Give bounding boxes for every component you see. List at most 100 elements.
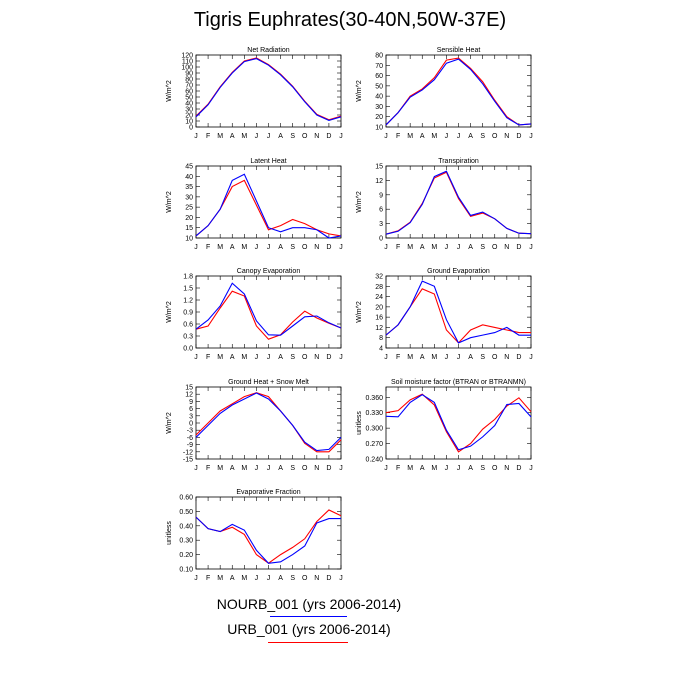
x-tick-label: F — [206, 244, 210, 251]
chart-title: Evaporative Fraction — [236, 489, 300, 496]
y-tick-label: 0.6 — [183, 322, 193, 329]
x-tick-label: N — [314, 133, 319, 140]
x-tick-label: A — [278, 465, 283, 472]
y-axis-label: W/m^2 — [166, 80, 173, 102]
x-tick-label: D — [326, 133, 331, 140]
x-tick-label: J — [339, 354, 343, 361]
x-tick-label: J — [384, 354, 388, 361]
x-tick-label: O — [302, 354, 308, 361]
y-tick-label: -15 — [183, 457, 193, 464]
y-tick-label: 10 — [185, 119, 193, 126]
x-tick-label: M — [241, 244, 247, 251]
plot-frame — [195, 496, 342, 570]
y-axis-label: W/m^2 — [166, 301, 173, 323]
x-tick-label: S — [290, 575, 295, 582]
x-tick-label: J — [267, 354, 271, 361]
y-tick-label: -9 — [187, 442, 193, 449]
x-tick-label: J — [255, 354, 259, 361]
x-tick-label: A — [468, 133, 473, 140]
x-tick-label: A — [230, 133, 235, 140]
y-tick-label: 0.20 — [179, 552, 193, 559]
x-tick-label: O — [492, 244, 498, 251]
y-tick-label: 0.240 — [365, 457, 383, 464]
chart-panel: Soil moisture factor (BTRAN or BTRANMN) u… — [356, 379, 533, 472]
y-tick-label: 0.60 — [179, 495, 193, 502]
x-tick-label: N — [314, 465, 319, 472]
x-tick-label: J — [339, 244, 343, 251]
x-tick-label: M — [431, 244, 437, 251]
x-tick-label: J — [445, 465, 449, 472]
y-tick-label: 15 — [185, 225, 193, 232]
x-tick-label: A — [278, 133, 283, 140]
y-tick-label: 0.10 — [179, 567, 193, 574]
y-tick-label: 50 — [185, 95, 193, 102]
chart-panel: Evaporative Fraction unitless 0.10 0.20 0.30… — [166, 489, 343, 582]
y-tick-label: 20 — [375, 114, 383, 121]
x-tick-label: S — [480, 133, 485, 140]
series-line — [385, 280, 531, 344]
x-tick-label: F — [206, 465, 210, 472]
y-tick-label: 40 — [185, 101, 193, 108]
y-tick-label: 20 — [185, 215, 193, 222]
x-tick-label: O — [302, 575, 308, 582]
x-tick-label: J — [457, 354, 461, 361]
x-tick-label: A — [230, 354, 235, 361]
x-tick-label: F — [396, 354, 400, 361]
x-tick-label: S — [290, 244, 295, 251]
y-tick-label: 4 — [379, 346, 383, 353]
y-tick-label: 9 — [189, 399, 193, 406]
series-line — [385, 170, 532, 235]
chart-title: Soil moisture factor (BTRAN or BTRANMN) — [391, 379, 526, 386]
x-tick-label: F — [206, 133, 210, 140]
y-tick-label: 1.8 — [183, 274, 193, 281]
y-axis-label: W/m^2 — [356, 191, 363, 213]
y-tick-label: 25 — [185, 205, 193, 212]
y-axis-label: W/m^2 — [356, 301, 363, 323]
y-tick-label: 3 — [189, 413, 193, 420]
y-tick-label: -3 — [187, 428, 193, 435]
x-tick-label: S — [480, 354, 485, 361]
series-line — [195, 509, 342, 564]
x-tick-label: J — [445, 244, 449, 251]
y-tick-label: 8 — [379, 335, 383, 342]
x-tick-label: A — [278, 244, 283, 251]
x-tick-label: O — [492, 133, 498, 140]
x-tick-label: M — [217, 133, 223, 140]
series-line — [385, 58, 532, 126]
y-tick-label: 0.0 — [183, 346, 193, 353]
x-tick-label: D — [326, 244, 331, 251]
y-tick-label: 28 — [375, 284, 383, 291]
series-line — [195, 290, 342, 340]
x-tick-label: J — [445, 354, 449, 361]
x-tick-label: M — [217, 465, 223, 472]
y-tick-label: 1.2 — [183, 298, 193, 305]
x-tick-label: O — [302, 465, 308, 472]
x-tick-label: M — [407, 354, 413, 361]
series-line — [385, 57, 532, 126]
y-tick-label: 9 — [379, 192, 383, 199]
chart-title: Ground Evaporation — [427, 268, 490, 275]
x-tick-label: J — [529, 133, 533, 140]
y-tick-label: 30 — [185, 107, 193, 114]
x-tick-label: J — [194, 575, 198, 582]
y-tick-label: 30 — [185, 194, 193, 201]
x-tick-label: A — [468, 465, 473, 472]
y-tick-label: 0 — [379, 236, 383, 243]
x-tick-label: J — [267, 244, 271, 251]
x-tick-label: S — [480, 465, 485, 472]
y-tick-label: 6 — [189, 406, 193, 413]
series-line — [195, 282, 342, 336]
x-tick-label: A — [468, 354, 473, 361]
x-tick-label: S — [290, 354, 295, 361]
x-tick-label: J — [194, 465, 198, 472]
x-tick-label: N — [504, 244, 509, 251]
x-tick-label: J — [267, 465, 271, 472]
x-tick-label: J — [255, 465, 259, 472]
x-tick-label: J — [255, 575, 259, 582]
y-tick-label: 30 — [375, 104, 383, 111]
y-tick-label: 15 — [375, 164, 383, 171]
y-tick-label: 24 — [375, 294, 383, 301]
x-tick-label: N — [504, 465, 509, 472]
